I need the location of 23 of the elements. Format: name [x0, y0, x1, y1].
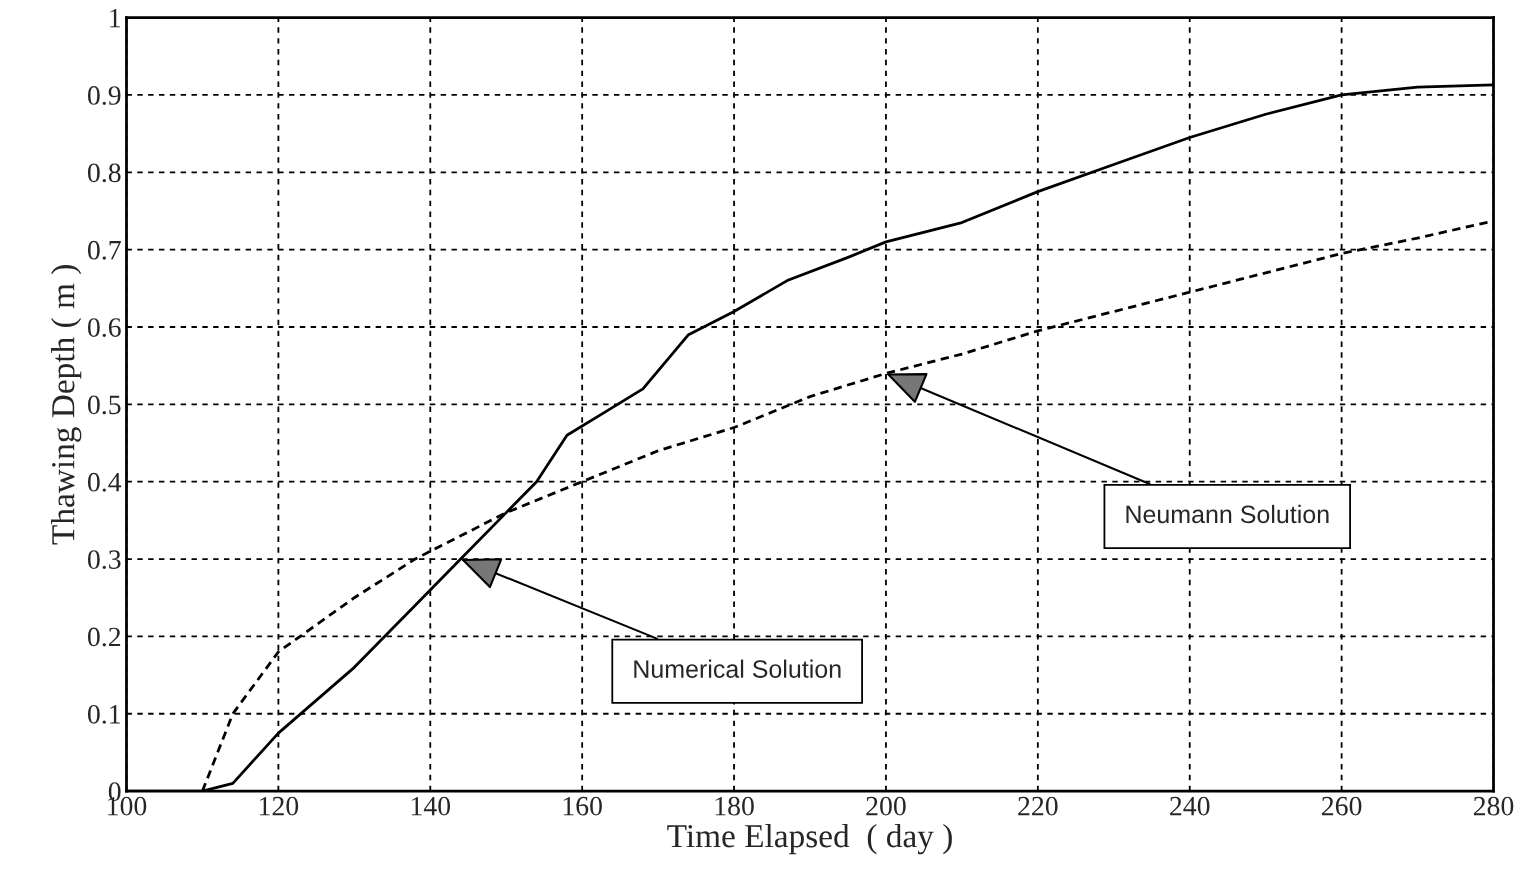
x-tick-label: 120	[259, 796, 299, 816]
y-tick-label: 0.9	[87, 86, 121, 105]
annotation: Numerical Solution	[634, 659, 841, 678]
x-tick-label: 200	[866, 796, 906, 816]
y-tick-label: 0.1	[87, 704, 120, 724]
x-tick-label: 280	[1473, 796, 1514, 816]
y-tick-label: 1	[110, 8, 120, 28]
y-tick-label: 0.8	[87, 163, 121, 183]
x-axis-title: Time Elapsed ( day )	[667, 823, 952, 855]
annotation: Neumann Solution	[1126, 504, 1329, 524]
y-tick-label: 0.4	[87, 472, 122, 492]
x-tick-label: 220	[1018, 796, 1058, 816]
y-tick-label: 0.7	[87, 240, 121, 260]
y-tick-label: 0.5	[87, 395, 121, 415]
x-tick-label: 240	[1170, 796, 1210, 816]
x-tick-label: 260	[1322, 796, 1362, 816]
x-tick-label: 140	[411, 796, 451, 816]
y-tick-label: 0.3	[87, 550, 121, 570]
x-tick-label: 180	[715, 796, 754, 816]
y-axis-title: Thawing Depth ( m )	[51, 265, 82, 545]
y-tick-label: 0.2	[87, 627, 121, 647]
y-tick-label: 0.6	[87, 318, 121, 338]
x-tick-label: 160	[563, 796, 602, 816]
